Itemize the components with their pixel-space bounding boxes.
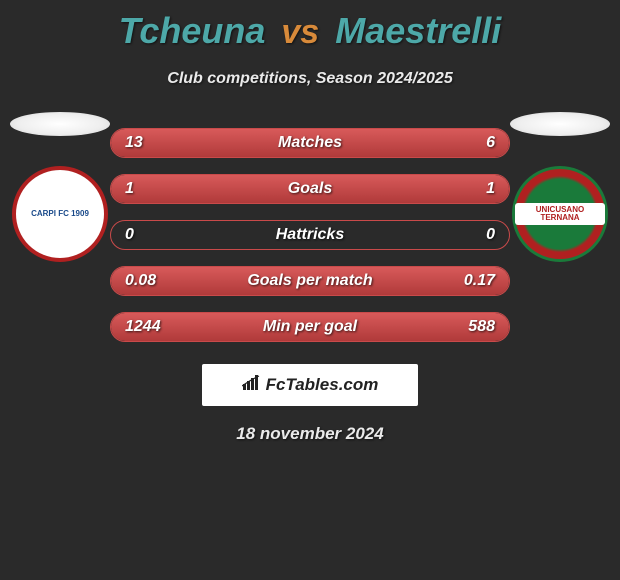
competition-subtitle: Club competitions, Season 2024/2025: [0, 70, 620, 88]
player1-ellipse-icon: [10, 112, 110, 136]
player2-name: Maestrelli: [335, 10, 501, 51]
stat-row: 00Hattricks: [110, 220, 510, 250]
comparison-main: CARPI FC 1909 UNICUSANOTERNANA 136Matche…: [0, 128, 620, 348]
vs-text: vs: [281, 13, 319, 51]
right-badge-column: UNICUSANOTERNANA: [500, 112, 620, 262]
comparison-title: Tcheuna vs Maestrelli: [0, 0, 620, 52]
date-stamp: 18 november 2024: [0, 424, 620, 444]
club-badge-right: UNICUSANOTERNANA: [512, 166, 608, 262]
branding-text: FcTables.com: [266, 375, 379, 395]
stat-row: 0.080.17Goals per match: [110, 266, 510, 296]
club-badge-left-text: CARPI FC 1909: [31, 210, 89, 219]
stat-label: Goals: [111, 175, 509, 203]
club-badge-right-text: UNICUSANOTERNANA: [536, 206, 584, 222]
bar-chart-icon: [242, 375, 262, 396]
stat-row: 1244588Min per goal: [110, 312, 510, 342]
club-badge-left: CARPI FC 1909: [12, 166, 108, 262]
stat-row: 11Goals: [110, 174, 510, 204]
stat-label: Min per goal: [111, 313, 509, 341]
branding-box: FcTables.com: [202, 364, 418, 406]
stat-label: Goals per match: [111, 267, 509, 295]
stat-row: 136Matches: [110, 128, 510, 158]
player1-name: Tcheuna: [119, 10, 266, 51]
left-badge-column: CARPI FC 1909: [0, 112, 120, 262]
player2-ellipse-icon: [510, 112, 610, 136]
stat-label: Matches: [111, 129, 509, 157]
stats-container: 136Matches 11Goals 00Hattricks 0.080.17Goal…: [110, 128, 510, 358]
stat-label: Hattricks: [111, 221, 509, 249]
